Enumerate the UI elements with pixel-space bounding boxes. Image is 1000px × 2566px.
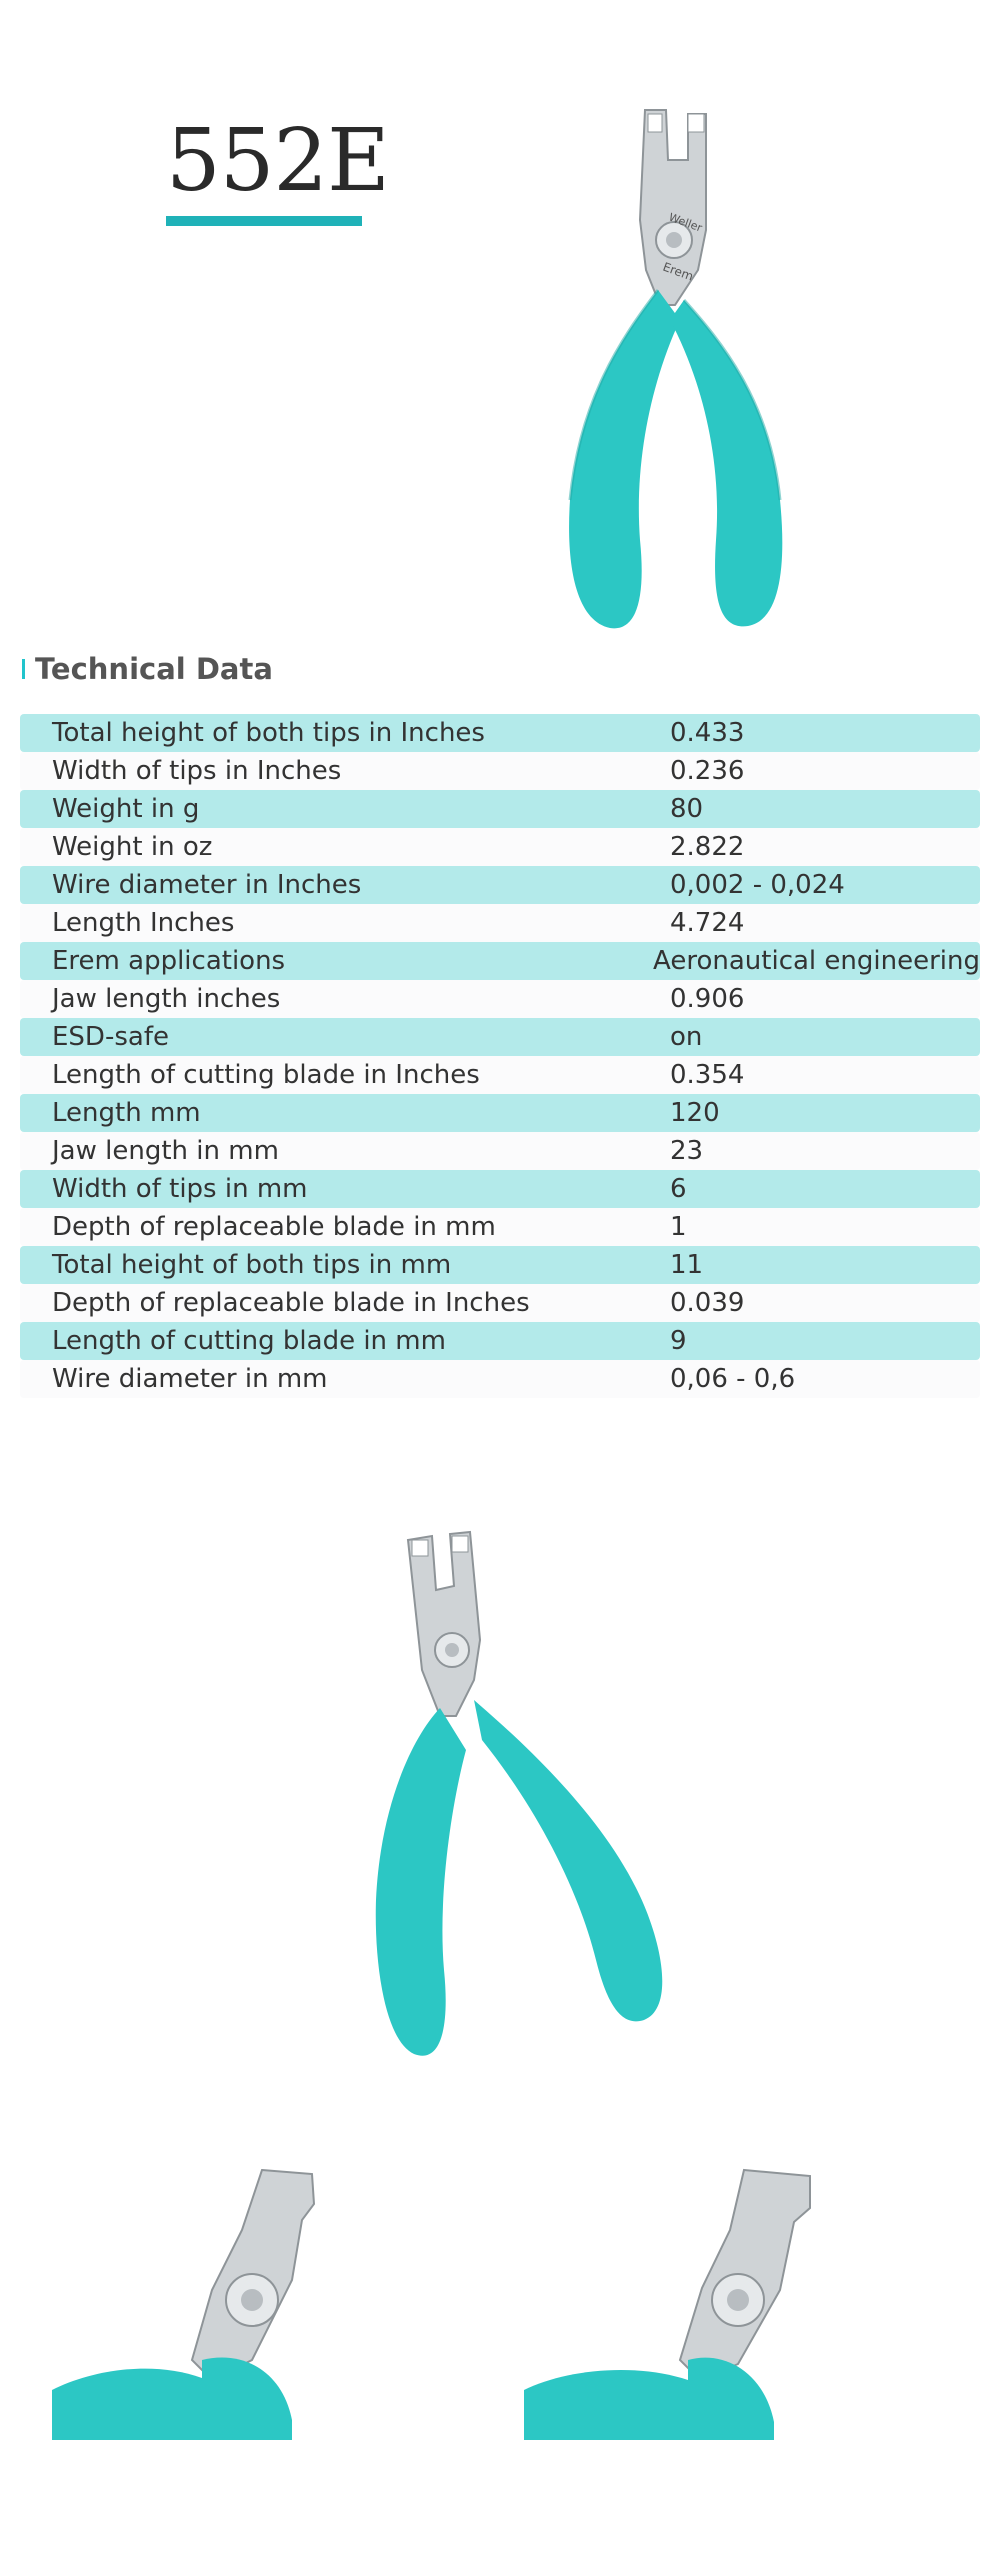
spec-value: 4.724 xyxy=(670,908,745,938)
spec-row: ESD-safe on xyxy=(20,1018,980,1056)
plier-angled-view-image xyxy=(370,1520,710,2080)
spec-label: Width of tips in Inches xyxy=(52,756,342,786)
spec-row: Length of cutting blade in mm 9 xyxy=(20,1322,980,1360)
spec-value: 0.039 xyxy=(670,1288,745,1318)
spec-value: 2.822 xyxy=(670,832,745,862)
spec-value: 120 xyxy=(670,1098,720,1128)
spec-label: Weight in g xyxy=(52,794,200,824)
spec-row: Weight in oz 2.822 xyxy=(20,828,980,866)
section-accent-bar xyxy=(22,659,25,679)
plier-head-detail-right-image xyxy=(524,2160,844,2440)
spec-row: Length Inches 4.724 xyxy=(20,904,980,942)
spec-label: Total height of both tips in Inches xyxy=(52,718,485,748)
spec-value: 9 xyxy=(670,1326,687,1356)
spec-value: 0.236 xyxy=(670,756,745,786)
spec-row: Length of cutting blade in Inches 0.354 xyxy=(20,1056,980,1094)
spec-value: on xyxy=(670,1022,703,1052)
spec-row: Total height of both tips in mm 11 xyxy=(20,1246,980,1284)
spec-label: Width of tips in mm xyxy=(52,1174,308,1204)
spec-value: 0,002 - 0,024 xyxy=(670,870,845,900)
spec-row: Wire diameter in Inches 0,002 - 0,024 xyxy=(20,866,980,904)
spec-label: Wire diameter in mm xyxy=(52,1364,328,1394)
spec-row: Depth of replaceable blade in mm 1 xyxy=(20,1208,980,1246)
spec-label: Weight in oz xyxy=(52,832,213,862)
spec-value: 0.354 xyxy=(670,1060,745,1090)
spec-row: Width of tips in mm 6 xyxy=(20,1170,980,1208)
spec-label: ESD-safe xyxy=(52,1022,169,1052)
spec-value: 80 xyxy=(670,794,704,824)
spec-label: Depth of replaceable blade in Inches xyxy=(52,1288,530,1318)
spec-label: Length Inches xyxy=(52,908,235,938)
spec-label: Total height of both tips in mm xyxy=(52,1250,452,1280)
spec-label: Length of cutting blade in Inches xyxy=(52,1060,480,1090)
spec-row: Total height of both tips in Inches 0.433 xyxy=(20,714,980,752)
spec-label: Length mm xyxy=(52,1098,201,1128)
plier-head-detail-left-image xyxy=(52,2160,372,2440)
spec-row: Width of tips in Inches 0.236 xyxy=(20,752,980,790)
spec-value: 6 xyxy=(670,1174,687,1204)
spec-label: Erem applications xyxy=(52,946,286,976)
spec-row: Jaw length in mm 23 xyxy=(20,1132,980,1170)
spec-value: 1 xyxy=(670,1212,687,1242)
spec-table: Total height of both tips in Inches 0.433… xyxy=(20,714,980,1398)
spec-value: Aeronautical engineering xyxy=(653,946,980,976)
technical-data-header: Technical Data xyxy=(22,652,273,686)
plier-front-view-image: Weller Erem xyxy=(470,100,850,640)
spec-row: Weight in g 80 xyxy=(20,790,980,828)
spec-row: Depth of replaceable blade in Inches 0.03… xyxy=(20,1284,980,1322)
spec-value: 23 xyxy=(670,1136,704,1166)
spec-label: Depth of replaceable blade in mm xyxy=(52,1212,496,1242)
spec-row: Wire diameter in mm 0,06 - 0,6 xyxy=(20,1360,980,1398)
spec-label: Length of cutting blade in mm xyxy=(52,1326,446,1356)
spec-label: Wire diameter in Inches xyxy=(52,870,362,900)
spec-value: 0,06 - 0,6 xyxy=(670,1364,796,1394)
spec-label: Jaw length inches xyxy=(52,984,281,1014)
spec-value: 0.433 xyxy=(670,718,745,748)
title-underline xyxy=(166,216,362,226)
spec-row: Jaw length inches 0.906 xyxy=(20,980,980,1018)
spec-row: Erem applications Aeronautical engineerin… xyxy=(20,942,980,980)
spec-row: Length mm 120 xyxy=(20,1094,980,1132)
section-title: Technical Data xyxy=(35,652,273,686)
spec-value: 11 xyxy=(670,1250,704,1280)
spec-label: Jaw length in mm xyxy=(52,1136,279,1166)
spec-value: 0.906 xyxy=(670,984,745,1014)
model-title: 552E xyxy=(166,111,390,211)
